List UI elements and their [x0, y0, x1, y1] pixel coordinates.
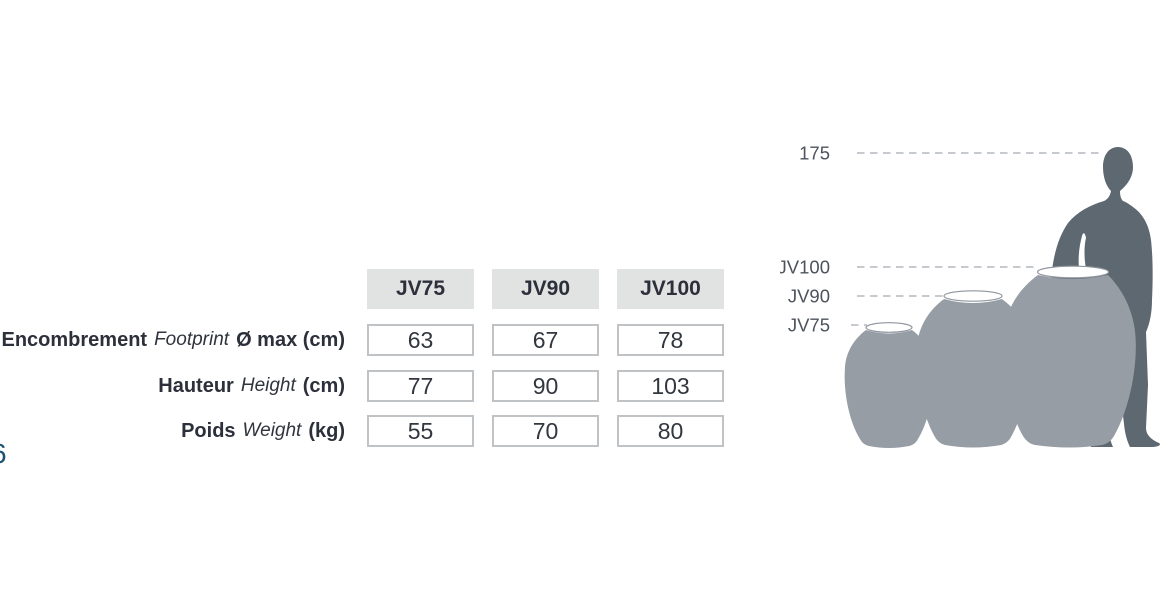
vase-jv75	[844, 322, 934, 448]
page-number: 6	[0, 438, 7, 470]
value-cell: 70	[492, 415, 599, 447]
table-row: Hauteur Height (cm) 77 90 103	[0, 370, 724, 402]
human-height-label: 175	[799, 143, 830, 164]
row-label-fr: Poids	[181, 419, 236, 442]
vase-jv100-rim	[1036, 265, 1110, 279]
header-spacer	[0, 269, 367, 309]
arm-gap-highlight	[1078, 233, 1086, 269]
row-label-unit: (cm)	[302, 374, 345, 397]
vase-jv90	[916, 290, 1030, 448]
value-cell: 67	[492, 324, 599, 356]
row-label-fr: Encombrement	[1, 328, 148, 351]
row-label-unit: (kg)	[308, 419, 345, 442]
jv100-label: JV100	[780, 257, 830, 278]
vase-jv100	[1003, 265, 1136, 448]
row-label-en: Footprint	[154, 329, 230, 350]
measurement-lines	[851, 152, 1100, 326]
row-label-height: Hauteur Height (cm)	[0, 370, 345, 402]
jv90-label: JV90	[788, 286, 830, 307]
value-cell: 90	[492, 370, 599, 402]
row-label-en: Weight	[242, 420, 302, 441]
jv75-label: JV75	[788, 315, 830, 336]
value-cell: 55	[367, 415, 474, 447]
column-header-jv90: JV90	[492, 269, 599, 309]
value-cell: 103	[617, 370, 724, 402]
row-label-unit: Ø max (cm)	[236, 328, 345, 351]
table-header-row: JV75 JV90 JV100	[0, 269, 724, 309]
size-comparison-diagram: 175 JV100 JV90 JV75	[780, 143, 1160, 448]
column-header-jv100: JV100	[617, 269, 724, 309]
row-label-footprint: Encombrement Footprint Ø max (cm)	[0, 324, 345, 356]
column-header-jv75: JV75	[367, 269, 474, 309]
value-cell: 80	[617, 415, 724, 447]
row-label-fr: Hauteur	[158, 374, 234, 397]
row-label-weight: Poids Weight (kg)	[0, 415, 345, 447]
table-row: Encombrement Footprint Ø max (cm) 63 67 …	[0, 324, 724, 356]
value-cell: 63	[367, 324, 474, 356]
value-cell: 77	[367, 370, 474, 402]
row-label-en: Height	[240, 375, 296, 396]
value-cell: 78	[617, 324, 724, 356]
table-row: Poids Weight (kg) 55 70 80	[0, 415, 724, 447]
vase-jv90-rim	[943, 290, 1003, 302]
vase-jv75-rim	[865, 322, 913, 333]
